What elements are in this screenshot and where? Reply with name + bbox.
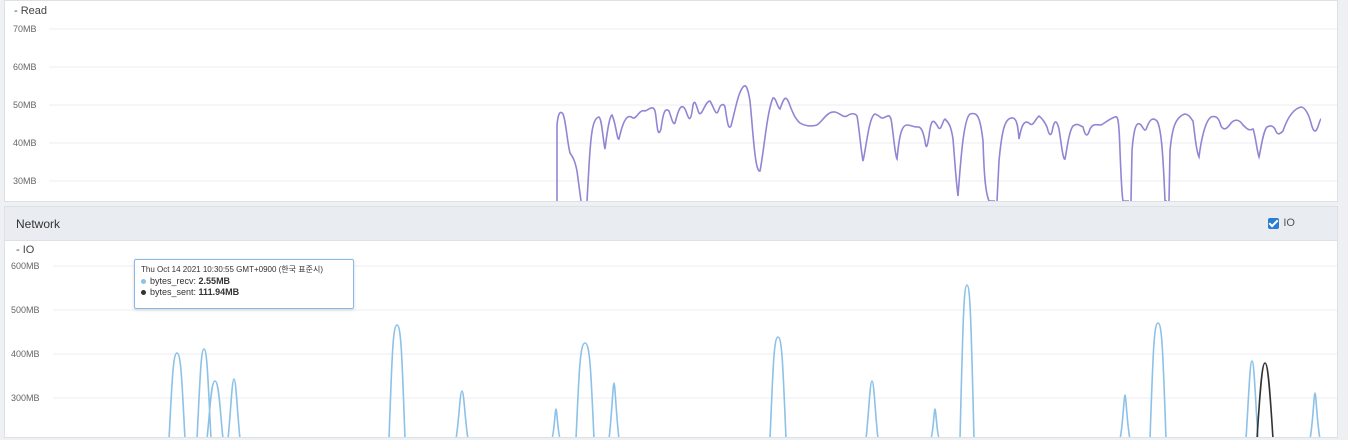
io-legend-label: IO <box>1283 217 1295 229</box>
tooltip-row-name: bytes_sent <box>150 287 194 297</box>
bytes-recv-dot-icon <box>141 279 146 285</box>
tooltip-timestamp: Thu Oct 14 2021 10:30:55 GMT+0900 (한국 표준… <box>141 265 323 274</box>
bytes-sent-dot-icon <box>141 290 146 296</box>
tooltip-row-value: 111.94MB <box>198 287 240 297</box>
network-y-tick-label: 500MB <box>11 305 40 315</box>
network-y-tick-label: 300MB <box>11 393 40 403</box>
disk-read-panel: - Read 70MB 60MB 50MB 40MB 30MB <box>4 0 1338 202</box>
read-y-tick-label: 30MB <box>13 176 37 186</box>
read-series-label: - Read <box>14 5 48 17</box>
read-chart[interactable]: 70MB 60MB 50MB 40MB 30MB <box>5 1 1337 201</box>
network-y-tick-label: 400MB <box>11 349 40 359</box>
bytes-sent-line <box>1256 362 1274 437</box>
network-panel-title: Network <box>16 217 61 231</box>
read-y-tick-label: 70MB <box>13 24 37 34</box>
read-y-tick-label: 60MB <box>13 62 37 72</box>
read-series-line <box>556 85 1322 201</box>
network-panel-header: Network IO <box>5 207 1337 241</box>
read-y-tick-label: 40MB <box>13 138 37 148</box>
checkbox-checked-icon[interactable] <box>1268 217 1280 229</box>
read-y-tick-label: 50MB <box>13 100 37 110</box>
network-y-tick-label: 600MB <box>11 261 40 271</box>
network-panel: Network IO - IO 600MB 500MB 400MB 300MB <box>4 206 1338 438</box>
tooltip-row-name: bytes_recv <box>150 276 194 286</box>
tooltip-row-bytes-recv: bytes_recv: 2.55MB <box>141 276 347 286</box>
io-series-label: - IO <box>16 244 35 256</box>
bytes-recv-line <box>168 284 1321 437</box>
tooltip-row-value: 2.55MB <box>198 276 231 286</box>
io-legend-toggle[interactable]: IO <box>1268 217 1295 229</box>
tooltip-row-bytes-sent: bytes_sent: 111.94MB <box>141 287 347 297</box>
chart-tooltip: Thu Oct 14 2021 10:30:55 GMT+0900 (한국 표준… <box>134 259 354 309</box>
